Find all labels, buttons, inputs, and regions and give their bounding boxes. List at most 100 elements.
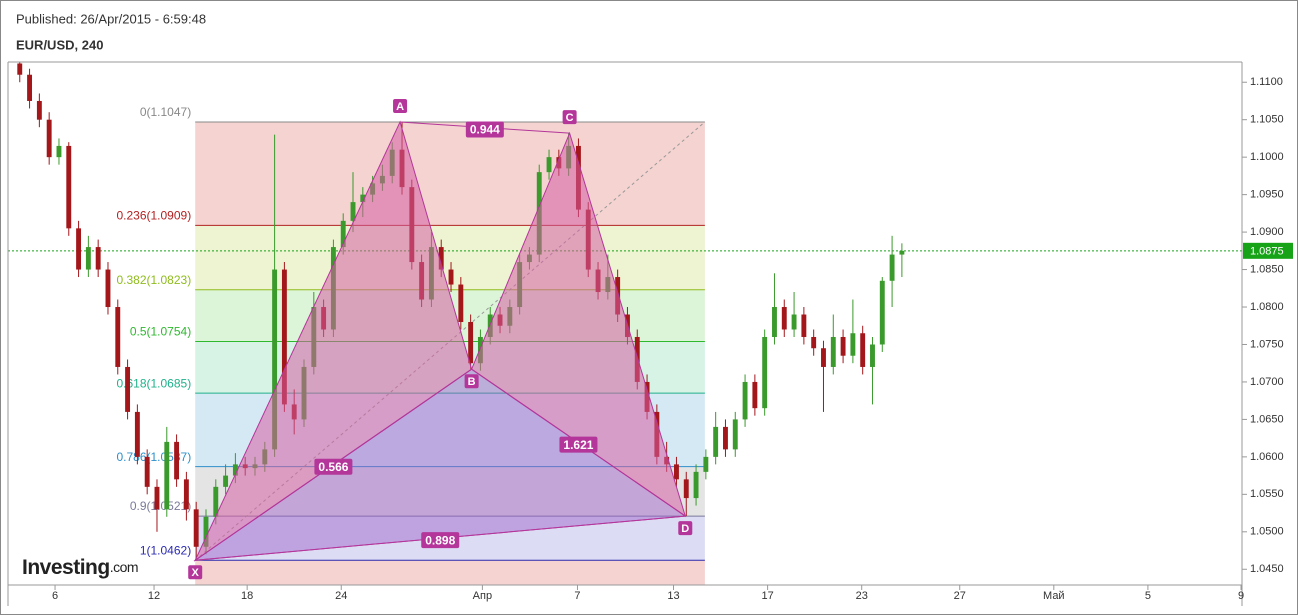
x-tick-label: 23	[856, 590, 868, 602]
fib-label: 0(1.1047)	[140, 105, 191, 119]
y-tick-label: 1.0650	[1250, 413, 1284, 425]
y-tick-label: 1.1050	[1250, 114, 1284, 126]
x-tick-label: 18	[241, 590, 253, 602]
candle-body	[723, 426, 728, 450]
candle-body	[546, 157, 552, 173]
y-tick-label: 1.0550	[1250, 488, 1284, 500]
point-box	[562, 110, 577, 125]
candle-body	[193, 509, 199, 547]
candle-body	[76, 228, 82, 270]
candle-body	[27, 74, 33, 101]
last-price-box	[1243, 242, 1293, 259]
candle-body	[693, 471, 699, 499]
point-label: B	[468, 376, 476, 388]
candle-body	[46, 119, 52, 158]
candle-body	[850, 333, 856, 356]
candle-body	[36, 100, 42, 120]
candle-body	[732, 419, 738, 450]
ratio-box	[559, 436, 598, 453]
candle-body	[860, 333, 866, 367]
fib-band	[195, 560, 705, 585]
fib-label: 0.9(1.0521)	[130, 499, 191, 513]
fib-label: 0.618(1.0685)	[116, 376, 191, 390]
candle-body	[350, 202, 356, 221]
candle-body	[458, 284, 464, 323]
candle-body	[223, 475, 229, 487]
x-tick-label: 13	[667, 590, 679, 602]
x-tick-label: 27	[954, 590, 966, 602]
candle-body	[703, 456, 709, 472]
fib-label: 0.786(1.0587)	[116, 450, 191, 464]
x-tick-label: 6	[52, 590, 58, 602]
published: Published: 26/Apr/2015 - 6:59:48	[16, 11, 206, 26]
point-label: A	[396, 101, 404, 113]
candle-body	[821, 348, 826, 367]
point-box	[188, 565, 203, 580]
candle-body	[17, 63, 23, 75]
candle-body	[174, 441, 180, 480]
candle-body	[840, 336, 846, 356]
candle-body	[154, 486, 160, 510]
candle-body	[360, 194, 366, 203]
ratio-label: 0.566	[318, 460, 348, 474]
point-box	[464, 374, 479, 389]
candle-body	[791, 314, 797, 330]
candle-body	[232, 464, 238, 476]
y-tick-label: 1.0850	[1250, 263, 1284, 275]
fib-label: 0.236(1.0909)	[116, 209, 191, 223]
x-tick-label: Май	[1043, 590, 1065, 602]
candle-body	[772, 307, 777, 337]
candle-body	[164, 441, 170, 510]
candle-body	[448, 269, 454, 285]
y-tick-label: 1.1100	[1250, 76, 1283, 88]
point-label: X	[192, 567, 200, 579]
x-tick-label: 17	[761, 590, 773, 602]
candle-body	[125, 366, 131, 412]
y-tick-label: 1.0700	[1250, 376, 1284, 388]
candle-body	[105, 269, 111, 308]
fib-label: 1(1.0462)	[140, 543, 191, 557]
candle-body	[66, 145, 72, 229]
x-tick-label: 12	[148, 590, 160, 602]
fib-label: 0.5(1.0754)	[130, 325, 191, 339]
candle-body	[879, 280, 885, 345]
candle-body	[674, 464, 679, 480]
x-tick-label: 5	[1145, 590, 1151, 602]
x-tick-label: 9	[1238, 590, 1244, 602]
fib-band	[195, 121, 705, 226]
y-tick-label: 1.0600	[1250, 451, 1284, 463]
candle-body	[56, 145, 62, 158]
ratio-box	[421, 532, 460, 549]
point-box	[678, 521, 693, 536]
candle-body	[115, 307, 121, 367]
candle-body	[203, 516, 209, 547]
candle-body	[134, 411, 140, 457]
candle-body	[438, 247, 444, 270]
point-label: D	[681, 523, 689, 535]
candle-body	[870, 344, 875, 367]
candle-body	[85, 247, 91, 270]
ratio-box	[465, 121, 504, 138]
point-label: C	[566, 112, 574, 124]
candle-body	[683, 479, 689, 499]
y-tick-label: 1.0950	[1250, 189, 1284, 201]
fib-label: 0.382(1.0823)	[116, 273, 191, 287]
candle-body	[811, 336, 817, 349]
y-tick-label: 1.0500	[1250, 526, 1284, 538]
candle-body	[340, 220, 346, 248]
ratio-label: 0.944	[470, 123, 500, 137]
candle-body	[830, 336, 836, 367]
y-tick-label: 1.0900	[1250, 226, 1284, 238]
x-tick-label: 24	[335, 590, 347, 602]
candle-body	[95, 247, 101, 270]
candle-body	[213, 486, 219, 517]
y-tick-label: 1.0800	[1250, 301, 1284, 313]
watermark-suffix: .com	[110, 559, 138, 575]
candle-body	[752, 381, 758, 409]
ratio-label: 0.898	[425, 533, 455, 547]
plot-area: 0(1.1047) 0.236(1.0909) 0.382(1.0823) 0.5(1…	[8, 62, 1242, 585]
candle-body	[468, 322, 474, 364]
candle-body	[889, 254, 895, 281]
